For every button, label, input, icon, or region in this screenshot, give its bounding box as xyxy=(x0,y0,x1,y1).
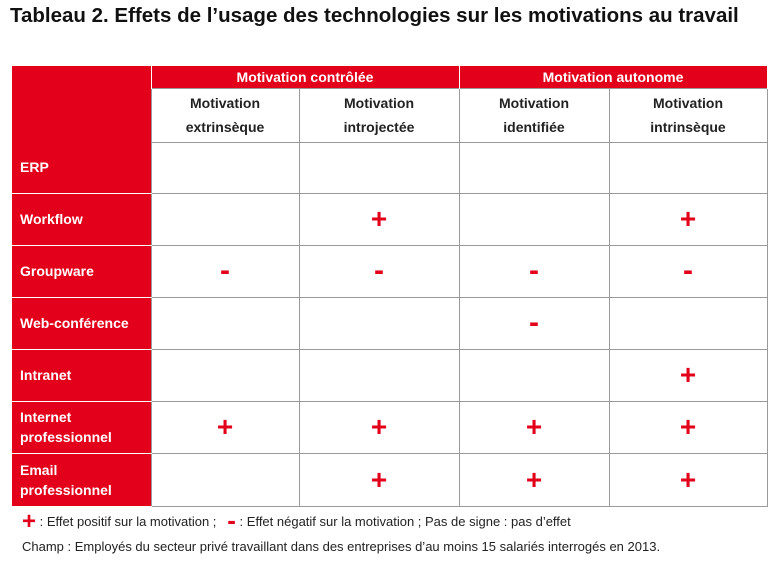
row-label-workflow: Workflow xyxy=(12,193,151,246)
column-header-identifiee: Motivation identifiée xyxy=(458,87,610,143)
table-cell: + xyxy=(298,452,460,507)
column-header-line1: Motivation xyxy=(190,95,260,111)
table-cell: + xyxy=(608,192,768,246)
plus-sign: + xyxy=(679,463,697,495)
plus-sign: + xyxy=(525,411,543,442)
row-label-groupware: Groupware xyxy=(12,245,151,298)
column-header-intrinseque: Motivation intrinsèque xyxy=(608,87,768,143)
plus-sign: + xyxy=(370,463,388,495)
group-header-row: Motivation contrôlée Motivation autonome xyxy=(12,66,768,142)
table-row: Groupware - - - - xyxy=(12,244,768,298)
row-label-intranet: Intranet xyxy=(12,349,151,402)
minus-sign: - xyxy=(529,254,539,287)
column-header-line2: extrinsèque xyxy=(185,119,265,135)
row-label-internet-professionnel: Internet professionnel xyxy=(12,401,151,454)
row-label-web-conference: Web-conférence xyxy=(12,297,151,350)
table-cell xyxy=(458,141,610,194)
table-cell: - xyxy=(150,244,300,298)
table-cell: - xyxy=(298,244,460,298)
column-header-line1: Motivation xyxy=(499,95,569,111)
table-cell xyxy=(150,296,300,350)
table-cell: + xyxy=(458,400,610,454)
table-title: Tableau 2. Effets de l’usage des technol… xyxy=(10,4,739,27)
minus-sign: - xyxy=(374,254,384,287)
table-cell xyxy=(608,141,768,194)
plus-sign: + xyxy=(370,203,388,234)
table-cell: + xyxy=(150,400,300,454)
column-header-row: Motivation extrinsèque Motivation introjec… xyxy=(12,87,768,143)
plus-sign: + xyxy=(679,359,697,390)
column-header-extrinseque: Motivation extrinsèque xyxy=(150,87,300,143)
plus-legend-text: : Effet positif sur la motivation ; xyxy=(36,514,217,529)
table-cell: + xyxy=(298,400,460,454)
minus-legend-symbol: - xyxy=(227,505,236,535)
plus-legend-symbol: + xyxy=(22,508,37,535)
table-cell xyxy=(458,348,610,402)
table-cell: - xyxy=(458,296,610,350)
group-header-autonome: Motivation autonome xyxy=(458,66,768,88)
table-cell xyxy=(298,141,460,194)
table-cell xyxy=(150,348,300,402)
legend-note: Champ : Employés du secteur privé travai… xyxy=(22,539,661,554)
table-row: ERP xyxy=(12,141,768,194)
table-cell xyxy=(608,296,768,350)
table-row: Web-conférence - xyxy=(12,296,768,350)
column-header-line2: intrinsèque xyxy=(650,119,726,135)
table-cell xyxy=(150,141,300,194)
minus-sign: - xyxy=(683,254,693,287)
row-label-email-professionnel: Email professionnel xyxy=(12,453,151,507)
column-header-line2: introjectée xyxy=(343,119,415,135)
table-legend: + : Effet positif sur la motivation ; - … xyxy=(22,505,772,559)
table-cell xyxy=(298,348,460,402)
plus-sign: + xyxy=(525,463,543,495)
table-cell xyxy=(150,452,300,507)
minus-legend-text: : Effet négatif sur la motivation ; Pas … xyxy=(235,514,571,529)
plus-sign: + xyxy=(370,411,388,442)
column-header-line1: Motivation xyxy=(344,95,414,111)
table-cell: + xyxy=(608,400,768,454)
header-corner xyxy=(12,66,151,142)
table-row: Intranet + xyxy=(12,348,768,402)
column-header-line1: Motivation xyxy=(653,95,723,111)
table-row: Email professionnel + + + xyxy=(12,452,768,507)
minus-sign: - xyxy=(220,254,230,287)
table-cell xyxy=(458,192,610,246)
table-cell: + xyxy=(298,192,460,246)
table-cell: + xyxy=(608,348,768,402)
table-cell: - xyxy=(458,244,610,298)
legend-signs-line: + : Effet positif sur la motivation ; - … xyxy=(22,505,772,535)
table-cell: - xyxy=(608,244,768,298)
table-cell xyxy=(150,192,300,246)
plus-sign: + xyxy=(679,411,697,442)
plus-sign: + xyxy=(679,203,697,234)
table-row: Internet professionnel + + + + xyxy=(12,400,768,454)
column-header-line2: identifiée xyxy=(503,119,565,135)
table-cell: + xyxy=(608,452,768,507)
table-row: Workflow + + xyxy=(12,192,768,246)
plus-sign: + xyxy=(216,411,234,442)
table-cell xyxy=(298,296,460,350)
row-label-erp: ERP xyxy=(12,142,151,194)
motivation-table: Motivation contrôlée Motivation autonome… xyxy=(12,66,768,507)
column-header-introjectee: Motivation introjectée xyxy=(298,87,460,143)
minus-sign: - xyxy=(529,306,539,339)
group-header-controlee: Motivation contrôlée xyxy=(150,66,460,88)
table-cell: + xyxy=(458,452,610,507)
